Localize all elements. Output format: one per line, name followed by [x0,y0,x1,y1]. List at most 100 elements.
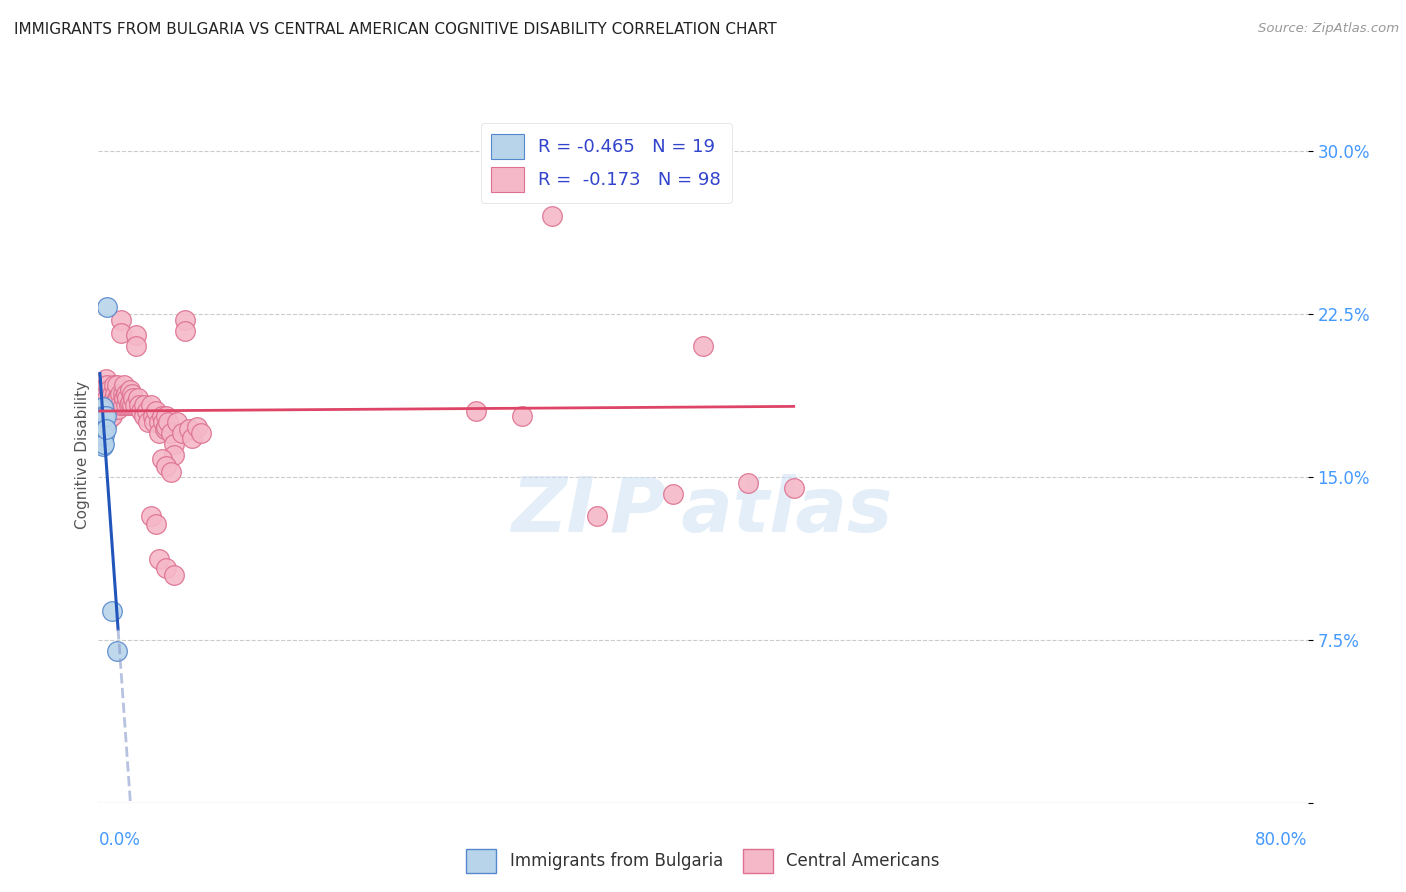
Point [108,398,131,412]
Point [661,487,683,501]
Point [91,409,114,423]
Point [112,392,135,406]
Point [782,481,804,495]
Point [96,300,118,314]
Point [93,437,115,451]
Point [114,387,136,401]
Point [100,392,122,406]
Point [155,419,177,434]
Point [90,415,112,429]
Point [129,404,152,418]
Point [136,415,159,429]
Point [90,383,112,397]
Point [111,387,134,401]
Point [148,426,170,441]
Point [101,409,124,423]
Point [105,643,128,657]
Point [127,392,149,406]
Point [141,398,163,412]
Point [103,378,125,392]
Point [104,387,127,401]
Point [93,428,115,442]
Point [124,398,146,412]
Point [94,404,117,418]
Point [94,393,117,408]
Y-axis label: Cognitive Disability: Cognitive Disability [75,381,90,529]
Point [100,409,122,423]
Point [118,398,141,412]
Point [91,409,114,423]
Point [166,415,188,429]
Point [90,402,112,417]
Point [152,415,174,429]
Point [104,398,127,412]
Point [160,466,183,480]
Point [616,139,638,153]
Point [163,567,186,582]
Point [114,398,136,412]
Text: 80.0%: 80.0% [1256,830,1308,848]
Point [110,313,132,327]
Point [94,422,117,436]
Legend: R = -0.465   N = 19, R =  -0.173   N = 98: R = -0.465 N = 19, R = -0.173 N = 98 [481,123,733,203]
Point [153,422,176,436]
Point [115,392,138,406]
Point [148,415,170,429]
Point [94,409,117,423]
Point [105,378,128,392]
Point [96,402,118,417]
Point [145,517,167,532]
Point [90,398,112,412]
Point [98,383,121,397]
Point [107,392,129,406]
Point [692,339,714,353]
Text: 0.0%: 0.0% [98,830,141,848]
Point [91,387,114,401]
Text: IMMIGRANTS FROM BULGARIA VS CENTRAL AMERICAN COGNITIVE DISABILITY CORRELATION CH: IMMIGRANTS FROM BULGARIA VS CENTRAL AMER… [14,22,776,37]
Point [94,372,117,386]
Point [96,392,118,406]
Point [98,393,121,408]
Point [170,426,193,441]
Point [125,328,148,343]
Point [132,409,155,423]
Point [120,396,142,410]
Point [173,324,195,338]
Point [91,433,114,447]
Point [105,392,128,406]
Point [156,415,179,429]
Point [91,400,114,414]
Point [181,431,204,445]
Point [190,426,212,441]
Point [112,378,135,392]
Point [103,392,125,406]
Point [177,422,201,436]
Point [94,383,117,397]
Point [91,415,114,429]
Point [510,409,533,423]
Point [100,400,122,414]
Point [111,398,134,412]
Point [91,426,114,441]
Point [93,409,115,423]
Point [155,409,177,423]
Legend: Immigrants from Bulgaria, Central Americans: Immigrants from Bulgaria, Central Americ… [460,842,946,880]
Point [96,378,118,392]
Point [173,313,195,327]
Point [93,392,115,406]
Text: Source: ZipAtlas.com: Source: ZipAtlas.com [1258,22,1399,36]
Text: ZI P atlas: ZI P atlas [512,474,894,548]
Point [142,409,165,423]
Point [121,387,143,401]
Point [90,422,112,436]
Point [98,404,121,418]
Point [141,508,163,523]
Point [143,415,166,429]
Point [132,398,155,412]
Point [465,404,488,418]
Point [128,398,150,412]
Point [186,419,208,434]
Point [122,392,145,406]
Point [145,404,167,418]
Point [96,415,118,429]
